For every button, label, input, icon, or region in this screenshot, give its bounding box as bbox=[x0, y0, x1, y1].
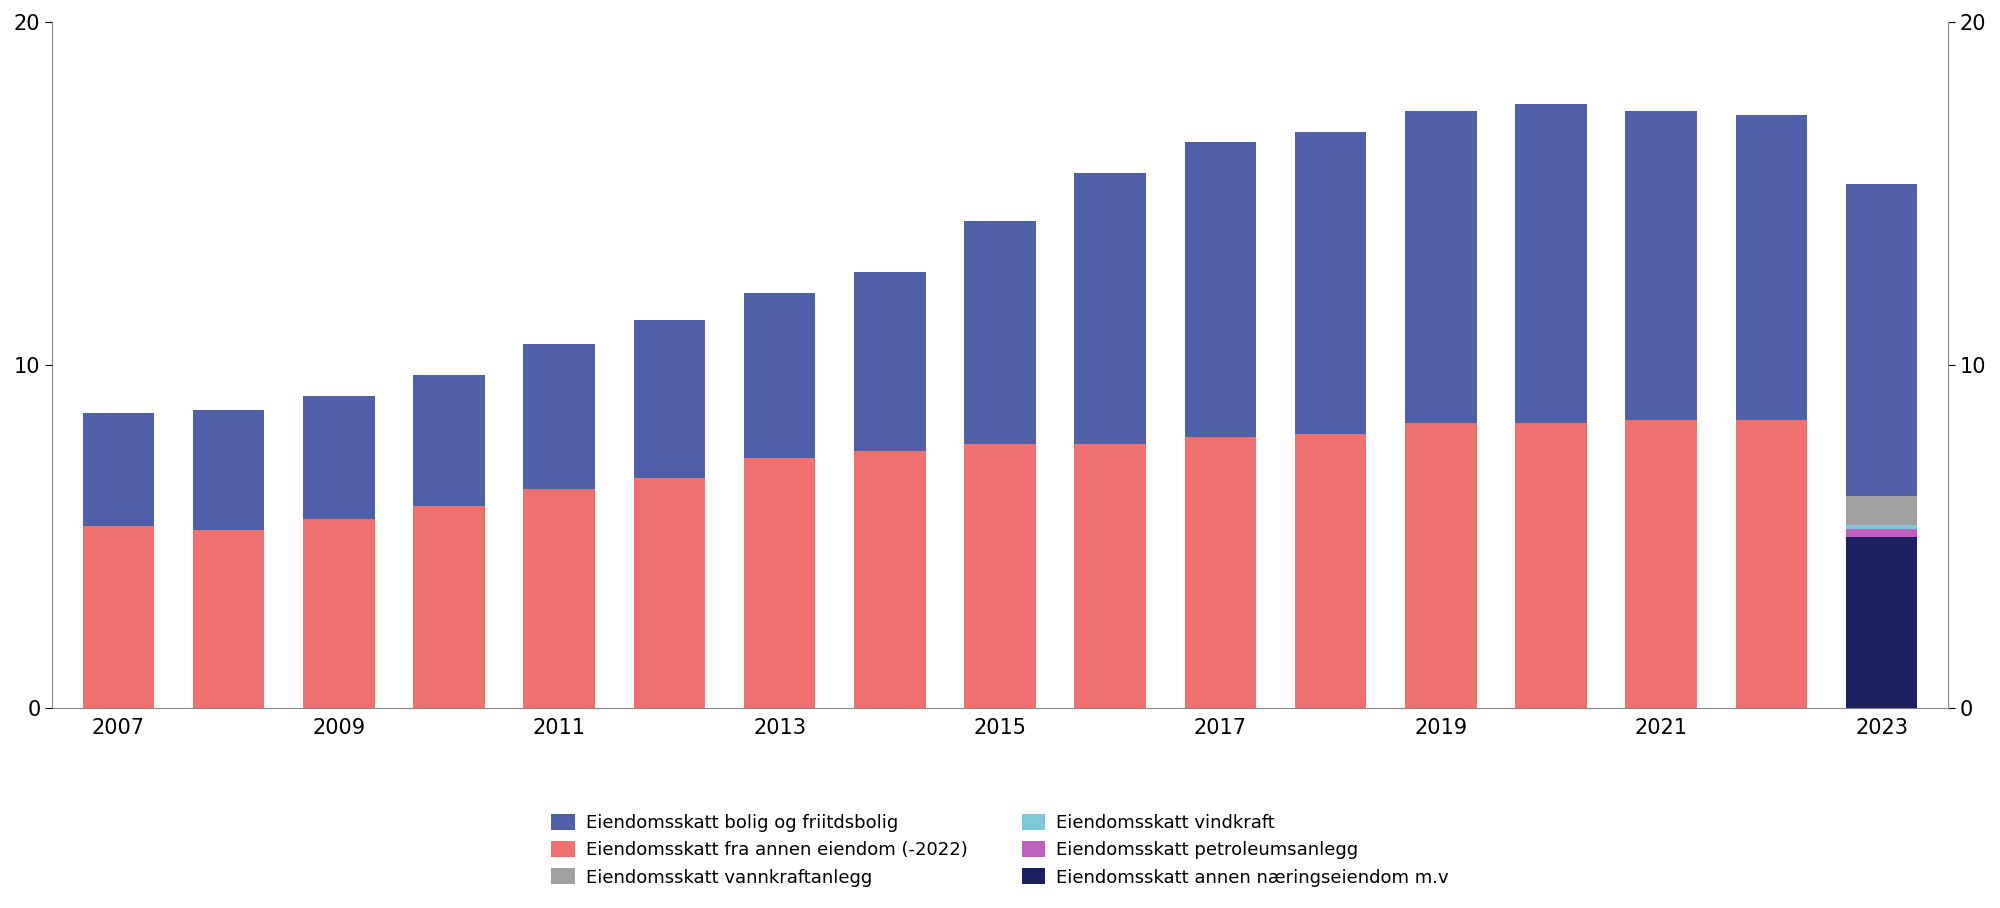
Bar bbox=[1294, 132, 1366, 434]
Legend: Eiendomsskatt bolig og friitdsbolig, Eiendomsskatt fra annen eiendom (-2022), Ei: Eiendomsskatt bolig og friitdsbolig, Eie… bbox=[544, 806, 1456, 893]
Bar bbox=[1516, 423, 1586, 708]
Bar bbox=[1406, 111, 1476, 423]
Bar bbox=[192, 529, 264, 708]
Bar bbox=[1626, 420, 1698, 708]
Bar bbox=[1294, 434, 1366, 708]
Bar bbox=[744, 458, 816, 708]
Bar bbox=[1406, 423, 1476, 708]
Bar bbox=[1846, 529, 1918, 537]
Bar bbox=[192, 410, 264, 529]
Bar bbox=[82, 527, 154, 708]
Bar bbox=[82, 413, 154, 527]
Bar bbox=[302, 519, 374, 708]
Bar bbox=[964, 444, 1036, 708]
Bar bbox=[414, 375, 484, 506]
Bar bbox=[744, 293, 816, 458]
Bar bbox=[524, 489, 594, 708]
Bar bbox=[1736, 114, 1808, 420]
Bar bbox=[302, 396, 374, 519]
Bar bbox=[1184, 142, 1256, 437]
Bar bbox=[1184, 437, 1256, 708]
Bar bbox=[964, 221, 1036, 444]
Bar bbox=[1626, 111, 1698, 420]
Bar bbox=[854, 451, 926, 708]
Bar bbox=[524, 344, 594, 489]
Bar bbox=[1074, 173, 1146, 444]
Bar bbox=[1846, 496, 1918, 525]
Bar bbox=[1846, 183, 1918, 496]
Bar bbox=[1846, 537, 1918, 708]
Bar bbox=[634, 321, 706, 479]
Bar bbox=[634, 479, 706, 708]
Bar bbox=[1846, 525, 1918, 529]
Bar bbox=[1516, 104, 1586, 423]
Bar bbox=[854, 272, 926, 451]
Bar bbox=[414, 506, 484, 708]
Bar bbox=[1074, 444, 1146, 708]
Bar bbox=[1736, 420, 1808, 708]
